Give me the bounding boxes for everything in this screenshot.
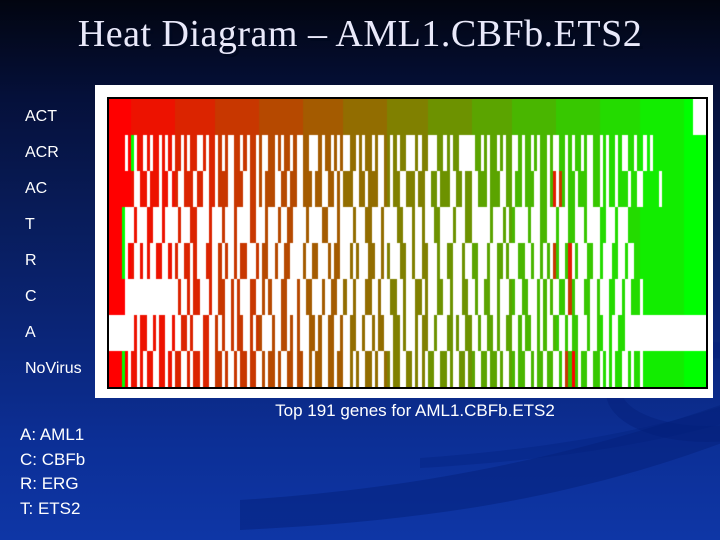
heatmap-panel [95, 85, 713, 398]
heatmap-canvas [109, 99, 706, 387]
legend-item-t: T: ETS2 [20, 498, 81, 518]
row-label-c: C [25, 288, 37, 305]
heatmap-frame [107, 97, 708, 389]
row-label-t: T [25, 216, 35, 233]
row-label-ac: AC [25, 180, 48, 197]
heatmap-caption: Top 191 genes for AML1.CBFb.ETS2 [275, 401, 555, 420]
row-label-novirus: NoVirus [25, 360, 82, 377]
row-label-a: A [25, 324, 36, 341]
legend-item-a: A: AML1 [20, 425, 85, 444]
row-label-act: ACT [25, 108, 57, 125]
row-label-r: R [25, 252, 37, 269]
heatmap-row-labels: ACT ACR AC T R C A NoVirus [25, 99, 97, 387]
legend-item-r: R: ERG [20, 474, 79, 493]
row-label-acr: ACR [25, 144, 59, 161]
virus-legend: A: AML1 C: CBFb R: ERG T: ETS2 [20, 423, 85, 521]
slide-title: Heat Diagram – AML1.CBFb.ETS2 [77, 13, 643, 55]
legend-item-c: C: CBFb [20, 449, 86, 469]
